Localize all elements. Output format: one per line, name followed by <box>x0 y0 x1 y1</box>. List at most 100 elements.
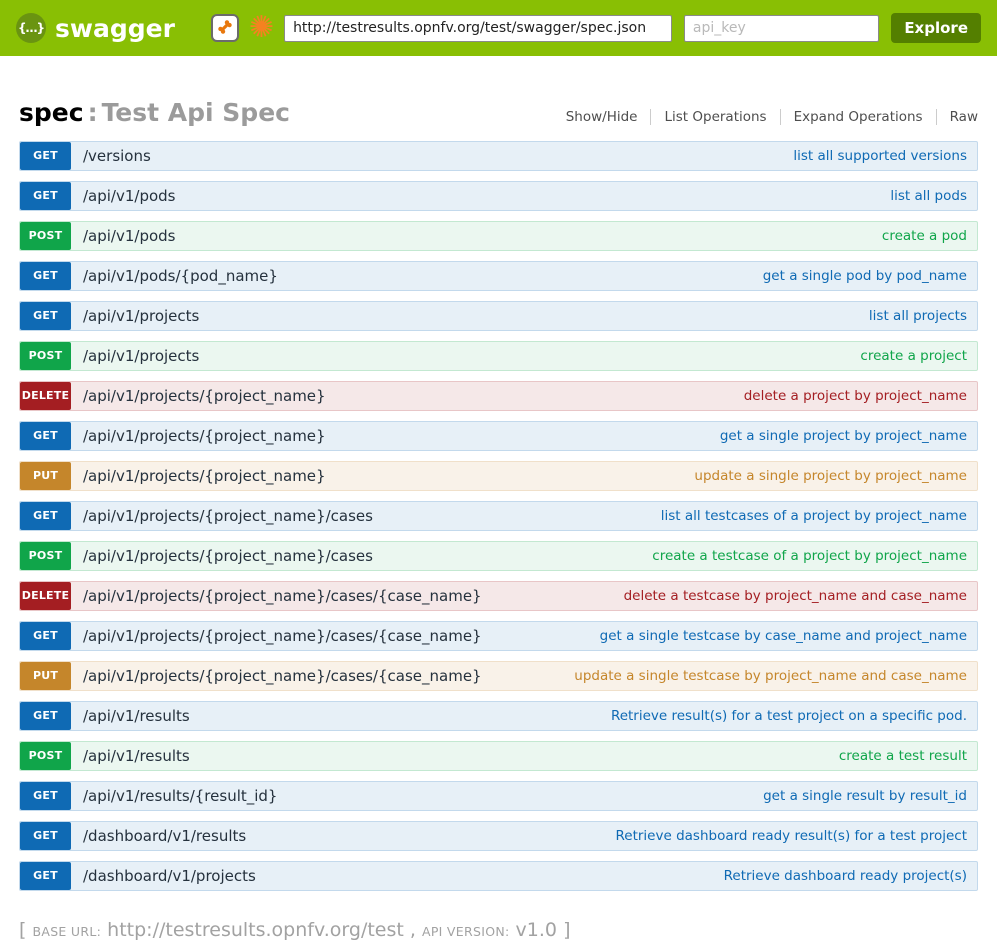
endpoint-summary-link[interactable]: Retrieve dashboard ready result(s) for a… <box>615 828 968 844</box>
endpoint-summary-link[interactable]: Retrieve dashboard ready project(s) <box>723 868 967 884</box>
endpoint-summary-link[interactable]: create a project <box>860 348 967 364</box>
endpoint-row[interactable]: POST /api/v1/projects/{project_name}/cas… <box>19 541 978 571</box>
endpoint-row[interactable]: GET /api/v1/projects/{project_name} get … <box>19 421 978 451</box>
endpoint-summary-link[interactable]: delete a testcase by project_name and ca… <box>623 588 967 604</box>
endpoint-summary-link[interactable]: list all testcases of a project by proje… <box>660 508 967 524</box>
endpoint-path-link[interactable]: /api/v1/projects/{project_name} <box>83 467 326 485</box>
page-title: spec: Test Api Spec <box>19 98 290 127</box>
title-separator: : <box>87 98 98 127</box>
http-method-badge: GET <box>20 702 71 730</box>
endpoint-path-link[interactable]: /api/v1/projects/{project_name}/cases <box>83 547 373 565</box>
endpoint-row[interactable]: POST /api/v1/projects create a project <box>19 341 978 371</box>
endpoint-path-link[interactable]: /api/v1/projects/{project_name} <box>83 387 326 405</box>
endpoint-path-link[interactable]: /api/v1/results/{result_id} <box>83 787 278 805</box>
endpoint-list: GET /versions list all supported version… <box>19 141 978 891</box>
api-version-label: api version: <box>421 924 510 939</box>
endpoint-path-link[interactable]: /api/v1/results <box>83 747 190 765</box>
http-method-badge: GET <box>20 182 71 210</box>
http-method-badge: GET <box>20 622 71 650</box>
http-method-badge: GET <box>20 782 71 810</box>
endpoint-summary-link[interactable]: create a testcase of a project by projec… <box>652 548 967 564</box>
swagger-braces-icon: {…} <box>16 13 46 43</box>
base-url-footer: [ base url: http://testresults.opnfv.org… <box>19 919 978 941</box>
endpoint-row[interactable]: POST /api/v1/pods create a pod <box>19 221 978 251</box>
endpoint-path-link[interactable]: /api/v1/projects/{project_name}/cases <box>83 507 373 525</box>
expand-operations-link[interactable]: Expand Operations <box>779 109 936 125</box>
explore-button[interactable]: Explore <box>891 13 981 43</box>
api-documentation: spec: Test Api Spec Show/Hide List Operat… <box>0 98 997 891</box>
endpoint-row[interactable]: DELETE /api/v1/projects/{project_name} d… <box>19 381 978 411</box>
endpoint-summary-link[interactable]: update a single testcase by project_name… <box>574 668 967 684</box>
endpoint-path-link[interactable]: /api/v1/projects/{project_name}/cases/{c… <box>83 627 482 645</box>
operations-toolbar: Show/Hide List Operations Expand Operati… <box>553 109 978 125</box>
endpoint-row[interactable]: GET /api/v1/projects/{project_name}/case… <box>19 501 978 531</box>
raw-link[interactable]: Raw <box>935 109 978 125</box>
endpoint-path-link[interactable]: /dashboard/v1/results <box>83 827 247 845</box>
endpoint-summary-link[interactable]: delete a project by project_name <box>743 388 967 404</box>
endpoint-path-link[interactable]: /api/v1/pods <box>83 187 176 205</box>
resource-name: spec <box>19 98 84 127</box>
footer-open-bracket: [ <box>19 919 27 941</box>
bone-link-button[interactable] <box>210 14 239 42</box>
endpoint-path-link[interactable]: /api/v1/projects/{project_name}/cases/{c… <box>83 587 482 605</box>
endpoint-path-link[interactable]: /api/v1/projects <box>83 347 200 365</box>
http-method-badge: POST <box>20 742 71 770</box>
endpoint-summary-link[interactable]: get a single project by project_name <box>719 428 967 444</box>
http-method-badge: GET <box>20 262 71 290</box>
header-icons: ✺ <box>210 10 275 45</box>
endpoint-summary-link[interactable]: get a single testcase by case_name and p… <box>599 628 967 644</box>
footer-comma: , <box>409 919 416 941</box>
endpoint-summary-link[interactable]: update a single project by project_name <box>694 468 967 484</box>
endpoint-path-link[interactable]: /api/v1/results <box>83 707 190 725</box>
endpoint-row[interactable]: POST /api/v1/results create a test resul… <box>19 741 978 771</box>
api-version-value: v1.0 <box>515 919 558 941</box>
endpoint-row[interactable]: GET /api/v1/pods/{pod_name} get a single… <box>19 261 978 291</box>
endpoint-path-link[interactable]: /api/v1/pods <box>83 227 176 245</box>
endpoint-row[interactable]: GET /versions list all supported version… <box>19 141 978 171</box>
endpoint-path-link[interactable]: /versions <box>83 147 151 165</box>
endpoint-summary-link[interactable]: Retrieve result(s) for a test project on… <box>610 708 967 724</box>
endpoint-path-link[interactable]: /dashboard/v1/projects <box>83 867 256 885</box>
endpoint-path-link[interactable]: /api/v1/projects/{project_name}/cases/{c… <box>83 667 482 685</box>
http-method-badge: DELETE <box>20 382 71 410</box>
show-hide-link[interactable]: Show/Hide <box>565 109 638 125</box>
http-method-badge: PUT <box>20 662 71 690</box>
http-method-badge: POST <box>20 342 71 370</box>
spec-url-input[interactable] <box>284 14 672 42</box>
list-operations-link[interactable]: List Operations <box>650 109 779 125</box>
top-bar: {…} swagger ✺ Explore <box>0 0 997 56</box>
endpoint-row[interactable]: PUT /api/v1/projects/{project_name}/case… <box>19 661 978 691</box>
swagger-logo[interactable]: {…} swagger <box>16 13 175 43</box>
http-method-badge: GET <box>20 142 71 170</box>
resource-description: Test Api Spec <box>101 98 290 127</box>
endpoint-summary-link[interactable]: get a single result by result_id <box>763 788 967 804</box>
endpoint-summary-link[interactable]: list all supported versions <box>793 148 967 164</box>
endpoint-row[interactable]: GET /api/v1/pods list all pods <box>19 181 978 211</box>
http-method-badge: GET <box>20 862 71 890</box>
endpoint-summary-link[interactable]: create a test result <box>838 748 967 764</box>
endpoint-row[interactable]: PUT /api/v1/projects/{project_name} upda… <box>19 461 978 491</box>
resource-header: spec: Test Api Spec Show/Hide List Operat… <box>19 98 978 127</box>
endpoint-row[interactable]: GET /dashboard/v1/projects Retrieve dash… <box>19 861 978 891</box>
endpoint-row[interactable]: GET /dashboard/v1/results Retrieve dashb… <box>19 821 978 851</box>
brand-title: swagger <box>55 13 175 43</box>
endpoint-row[interactable]: DELETE /api/v1/projects/{project_name}/c… <box>19 581 978 611</box>
base-url-value: http://testresults.opnfv.org/test <box>107 919 404 941</box>
http-method-badge: PUT <box>20 462 71 490</box>
endpoint-summary-link[interactable]: get a single pod by pod_name <box>762 268 967 284</box>
endpoint-row[interactable]: GET /api/v1/projects list all projects <box>19 301 978 331</box>
endpoint-path-link[interactable]: /api/v1/projects <box>83 307 200 325</box>
bone-icon <box>216 18 234 39</box>
endpoint-summary-link[interactable]: list all projects <box>868 308 967 324</box>
endpoint-summary-link[interactable]: list all pods <box>890 188 967 204</box>
gear-icon[interactable]: ✺ <box>248 10 275 45</box>
http-method-badge: GET <box>20 822 71 850</box>
endpoint-row[interactable]: GET /api/v1/projects/{project_name}/case… <box>19 621 978 651</box>
endpoint-row[interactable]: GET /api/v1/results Retrieve result(s) f… <box>19 701 978 731</box>
endpoint-summary-link[interactable]: create a pod <box>881 228 967 244</box>
endpoint-path-link[interactable]: /api/v1/projects/{project_name} <box>83 427 326 445</box>
endpoint-row[interactable]: GET /api/v1/results/{result_id} get a si… <box>19 781 978 811</box>
http-method-badge: GET <box>20 302 71 330</box>
endpoint-path-link[interactable]: /api/v1/pods/{pod_name} <box>83 267 278 285</box>
api-key-input[interactable] <box>683 14 880 42</box>
